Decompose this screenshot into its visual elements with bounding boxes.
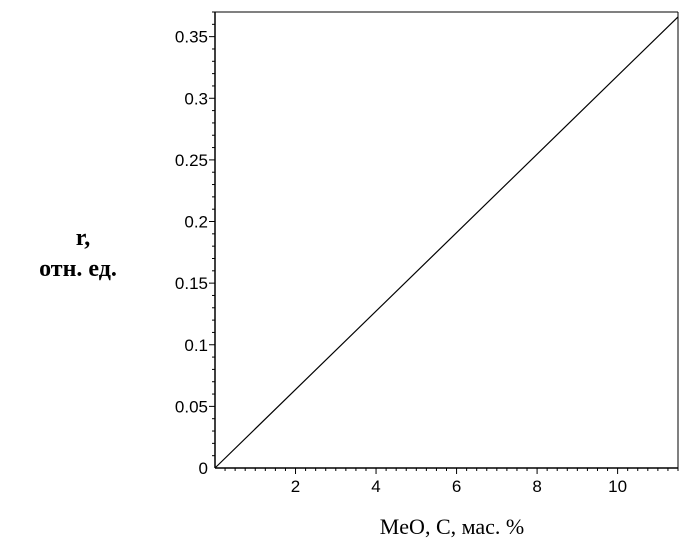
y-tick-label: 0.25: [175, 151, 208, 170]
x-tick-label: 4: [371, 477, 380, 496]
x-tick-label: 2: [291, 477, 300, 496]
y-tick-label: 0.2: [184, 213, 208, 232]
y-tick-label: 0.15: [175, 274, 208, 293]
y-tick-label: 0.3: [184, 89, 208, 108]
y-ticks: 0 0.05 0.1 0.15 0.2 0.25 0.3 0.35: [175, 11, 215, 478]
x-tick-label: 6: [452, 477, 461, 496]
y-axis-title-line1: r,: [76, 225, 90, 251]
x-axis-title: MeO, C, мас. %: [380, 514, 525, 539]
y-axis-title-line2: отн. ед.: [39, 256, 117, 282]
y-tick-label: 0: [199, 459, 208, 478]
x-tick-label: 10: [608, 477, 627, 496]
series-line-0: [214, 16, 679, 469]
series: [214, 16, 679, 469]
x-ticks: 2 4 6 8 10: [224, 468, 679, 496]
y-tick-label: 0.35: [175, 28, 208, 47]
x-tick-label: 8: [532, 477, 541, 496]
y-tick-label: 0.1: [184, 336, 208, 355]
y-tick-label: 0.05: [175, 397, 208, 416]
